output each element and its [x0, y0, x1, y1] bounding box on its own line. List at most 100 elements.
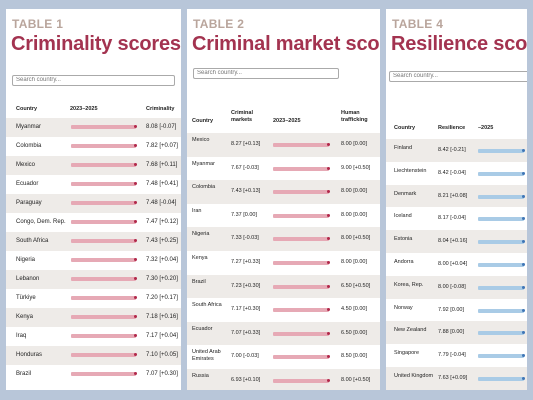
table-row[interactable]: Iraq 7.17 [+0.04] [6, 327, 181, 346]
table-row[interactable]: Honduras 7.10 [+0.05] [6, 346, 181, 365]
trend-bar [71, 296, 136, 300]
criminal-markets-score-cell: 7.07 [+0.33] [231, 329, 261, 336]
criminal-markets-score-cell: 7.37 [0.00] [231, 211, 257, 218]
table-row[interactable]: Brazil 7.07 [+0.30] [6, 365, 181, 384]
resilience-score-cell: 8.42 [-0.21] [438, 147, 466, 153]
table-row[interactable]: Myanmar 8.08 [-0.07] [6, 118, 181, 137]
trend-end-dot [327, 284, 330, 288]
resilience-score-cell: 7.92 [0.00] [438, 306, 464, 313]
trend-bar [478, 171, 524, 176]
table-row[interactable]: Liechtenstein 8.42 [-0.04] [386, 162, 527, 185]
column-header-criminality[interactable]: Criminality [146, 106, 175, 112]
trend-end-dot [134, 182, 137, 185]
trend-bar [478, 285, 524, 290]
criminal-markets-score-cell: 7.43 [+0.13] [231, 188, 261, 195]
table-row[interactable]: Estonia 8.04 [+0.16] [386, 230, 527, 253]
trend-bar [71, 144, 136, 148]
trend-end-dot [134, 258, 137, 261]
country-cell: Denmark [394, 190, 417, 197]
column-header-country[interactable]: Country [16, 106, 38, 112]
trend-end-dot [327, 308, 330, 312]
table-row[interactable]: Mexico 8.27 [+0.13] 8.00 [0.00] [187, 133, 380, 157]
trend-end-dot [134, 334, 137, 337]
country-cell: Nigeria [16, 257, 36, 263]
human-trafficking-score-cell: 8.00 [0.00] [341, 141, 367, 147]
column-header-period[interactable]: 2023–2025 [70, 106, 98, 112]
column-header-resilience[interactable]: Resilience [438, 125, 466, 131]
table-row[interactable]: Korea, Rep. 8.00 [-0.08] [386, 275, 527, 299]
table-row[interactable]: New Zealand 7.88 [0.00] [386, 321, 527, 345]
trend-end-dot [327, 166, 330, 170]
table-row[interactable]: Kenya 7.18 [+0.16] [6, 308, 181, 327]
table-row[interactable]: South Africa 7.43 [+0.25] [6, 232, 181, 251]
trend-end-dot [522, 149, 525, 152]
resilience-score-cell: 7.79 [-0.04] [438, 352, 466, 359]
table-row[interactable]: Norway 7.92 [0.00] [386, 299, 527, 322]
resilience-score-cell: 8.00 [+0.04] [438, 261, 468, 267]
country-cell: Russia [192, 373, 209, 379]
search-input[interactable] [193, 68, 339, 79]
trend-bar [71, 201, 136, 205]
trend-end-dot [134, 353, 137, 356]
table-row[interactable]: Paraguay 7.48 [-0.04] [6, 194, 181, 213]
criminal-markets-score-cell: 7.17 [+0.30] [231, 306, 261, 313]
table-tag: TABLE 2 [193, 17, 245, 31]
trend-bar [478, 377, 524, 381]
table-row[interactable]: Kenya 7.27 [+0.33] 8.00 [0.00] [187, 251, 380, 275]
table-row[interactable]: Türkiye 7.20 [+0.17] [6, 289, 181, 308]
table-row[interactable]: Denmark 8.21 [+0.08] [386, 184, 527, 208]
table-row[interactable]: Lebanon 7.30 [+0.20] [6, 270, 181, 289]
resilience-score-cell: 8.21 [+0.08] [438, 192, 468, 199]
trend-end-dot [522, 331, 525, 335]
table-row[interactable]: Iran 7.37 [0.00] 8.00 [0.00] [187, 204, 380, 228]
trend-bar [273, 213, 329, 218]
country-cell: Brazil [192, 278, 206, 285]
table-row[interactable]: Singapore 7.79 [-0.04] [386, 344, 527, 367]
table-row[interactable]: Russia 6.93 [+0.10] 8.00 [+0.50] [187, 369, 380, 390]
criminality-score-cell: 7.17 [+0.04] [146, 333, 178, 339]
column-header-period[interactable]: 2023–2025 [273, 118, 301, 124]
trend-bar [478, 308, 524, 313]
column-header-human-trafficking[interactable]: Human trafficking [341, 110, 368, 123]
column-header-period[interactable]: –2025 [478, 125, 494, 131]
table-row[interactable]: Myanmar 7.67 [-0.03] 9.00 [+0.50] [187, 157, 380, 181]
table-row[interactable]: Colombia 7.82 [+0.07] [6, 137, 181, 156]
table-row[interactable]: Mexico 7.68 [+0.11] [6, 156, 181, 175]
country-cell: Nigeria [192, 231, 210, 238]
country-cell: Mexico [192, 137, 210, 143]
trend-end-dot [134, 201, 137, 204]
country-cell: Estonia [394, 236, 413, 243]
country-cell: Andorra [394, 259, 414, 265]
human-trafficking-score-cell: 8.00 [0.00] [341, 211, 367, 218]
table-row[interactable]: Colombia 7.43 [+0.13] 8.00 [0.00] [187, 180, 380, 204]
trend-bar [71, 315, 136, 319]
table-row[interactable]: Ecuador 7.48 [+0.41] [6, 175, 181, 194]
trend-end-dot [134, 296, 137, 299]
column-header-country[interactable]: Country [394, 125, 416, 131]
table-row[interactable]: Congo, Dem. Rep. 7.47 [+0.12] [6, 213, 181, 232]
table-row[interactable]: Iceland 8.17 [-0.04] [386, 207, 527, 230]
country-cell: United Arab Emirates [192, 349, 221, 363]
country-cell: Honduras [16, 352, 43, 358]
search-input[interactable] [12, 75, 175, 86]
human-trafficking-score-cell: 6.50 [+0.50] [341, 282, 371, 289]
table-row[interactable]: Brazil 7.23 [+0.30] 6.50 [+0.50] [187, 274, 380, 299]
criminality-score-cell: 7.68 [+0.11] [146, 162, 178, 168]
country-cell: Colombia [192, 184, 216, 191]
country-cell: Korea, Rep. [394, 281, 424, 288]
table-row[interactable]: Nigeria 7.33 [-0.03] 8.00 [+0.50] [187, 227, 380, 251]
table-row[interactable]: Ecuador 7.07 [+0.33] 6.50 [0.00] [187, 321, 380, 346]
trend-bar [71, 163, 136, 167]
column-header-country[interactable]: Country [192, 118, 214, 124]
country-cell: Lebanon [16, 276, 40, 282]
column-header-criminal-markets[interactable]: Criminal markets [231, 110, 254, 123]
table-row[interactable]: South Africa 7.17 [+0.30] 4.50 [0.00] [187, 298, 380, 322]
table-row[interactable]: United Arab Emirates 7.00 [-0.03] 8.50 [0.… [187, 345, 380, 369]
criminality-score-cell: 7.82 [+0.07] [146, 143, 178, 149]
search-input[interactable] [389, 71, 527, 82]
table-row[interactable]: United Kingdom 7.63 [+0.09] [386, 367, 527, 390]
table-row[interactable]: Nigeria 7.32 [+0.04] [6, 251, 181, 270]
table-row[interactable]: Andorra 8.00 [+0.04] [386, 253, 527, 276]
trend-bar [478, 354, 524, 359]
table-row[interactable]: Finland 8.42 [-0.21] [386, 139, 527, 162]
